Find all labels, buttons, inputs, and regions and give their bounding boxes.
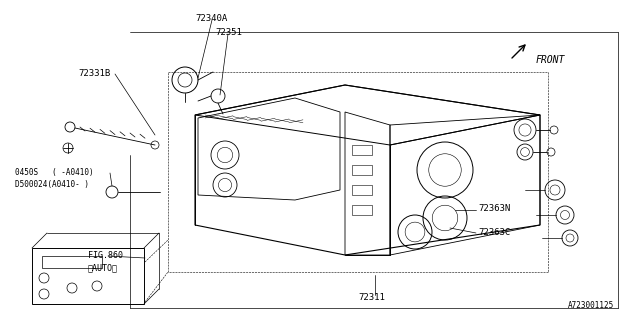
Text: 72363N: 72363N	[478, 204, 510, 212]
Text: 72311: 72311	[358, 293, 385, 302]
Text: 0450S   ( -A0410): 0450S ( -A0410)	[15, 167, 93, 177]
Bar	[42, 256, 102, 268]
Text: 72340A: 72340A	[195, 13, 227, 22]
Text: FRONT: FRONT	[536, 55, 565, 65]
Text: 72351: 72351	[215, 28, 242, 36]
Bar	[352, 205, 372, 215]
Bar	[352, 145, 372, 155]
Text: （AUTO）: （AUTO）	[88, 263, 118, 273]
Bar	[352, 165, 372, 175]
Text: 72363C: 72363C	[478, 228, 510, 236]
Text: FIG.860: FIG.860	[88, 252, 123, 260]
Text: D500024(A0410- ): D500024(A0410- )	[15, 180, 89, 188]
Bar	[352, 185, 372, 195]
Text: 72331B: 72331B	[78, 68, 110, 77]
Text: A723001125: A723001125	[568, 300, 614, 309]
Bar	[32, 248, 144, 304]
